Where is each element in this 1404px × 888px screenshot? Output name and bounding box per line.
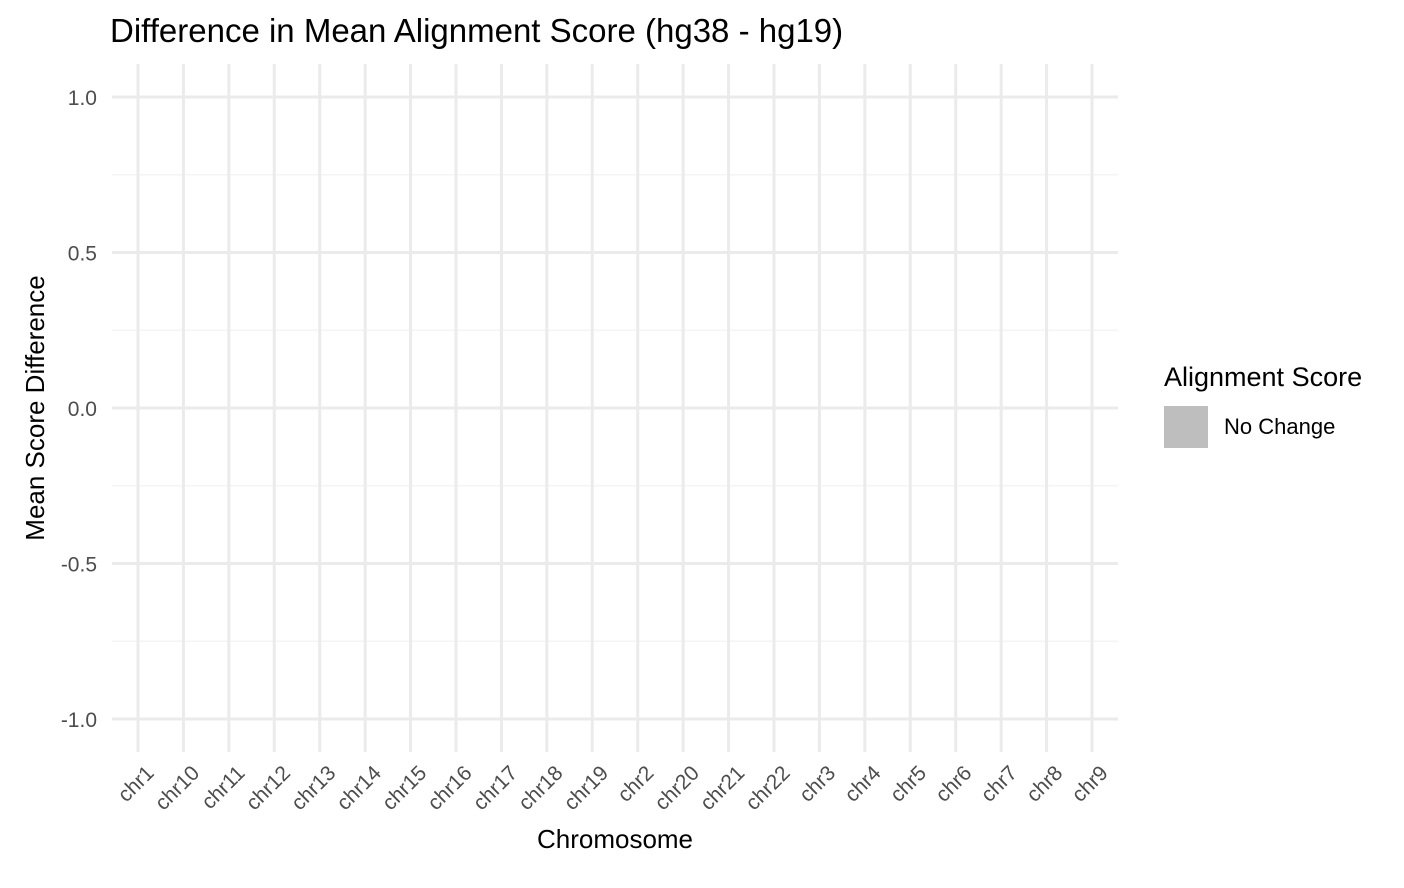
y-axis-label: Mean Score Difference: [20, 275, 50, 540]
legend-title: Alignment Score: [1164, 362, 1363, 392]
x-tick-label: chr11: [197, 761, 249, 813]
y-tick-labels: -1.0 -0.5 0.0 0.5 1.0: [61, 87, 97, 732]
legend: Alignment Score No Change: [1164, 362, 1362, 448]
x-tick-label: chr18: [514, 761, 567, 814]
x-tick-label: chr17: [469, 761, 522, 814]
y-tick-label: -1.0: [61, 709, 97, 732]
x-tick-label: chr5: [886, 761, 931, 806]
y-tick-label: 1.0: [68, 87, 97, 110]
legend-swatch: [1164, 406, 1208, 448]
x-tick-labels: chr1chr10chr11chr12chr13chr14chr15chr16c…: [114, 761, 1113, 815]
legend-label: No Change: [1224, 414, 1336, 439]
y-tick-label: -0.5: [61, 554, 97, 577]
x-tick-label: chr7: [977, 761, 1022, 806]
x-tick-label: chr8: [1022, 761, 1067, 806]
x-tick-label: chr3: [795, 761, 840, 806]
y-tick-label: 0.0: [68, 398, 97, 421]
grid-minor-lines: [112, 174, 1118, 642]
y-tick-label: 0.5: [68, 243, 97, 266]
x-tick-label: chr22: [741, 761, 794, 814]
x-axis-label: Chromosome: [537, 824, 693, 854]
x-tick-label: chr9: [1068, 761, 1113, 806]
x-tick-label: chr12: [242, 761, 295, 814]
x-tick-label: chr19: [560, 761, 613, 814]
x-tick-label: chr10: [151, 761, 204, 814]
legend-item: No Change: [1164, 406, 1362, 448]
x-tick-label: chr15: [378, 761, 431, 814]
grid-major-x-lines: [136, 64, 1094, 752]
grid-major-y-lines: [112, 95, 1118, 721]
x-tick-label: chr14: [332, 761, 386, 815]
x-tick-label: chr4: [840, 761, 885, 806]
x-tick-label: chr20: [650, 761, 703, 814]
x-tick-label: chr21: [696, 761, 749, 814]
chart-title: Difference in Mean Alignment Score (hg38…: [110, 12, 844, 49]
x-tick-label: chr13: [287, 761, 340, 814]
x-tick-label: chr16: [423, 761, 476, 814]
x-tick-label: chr6: [931, 761, 976, 806]
